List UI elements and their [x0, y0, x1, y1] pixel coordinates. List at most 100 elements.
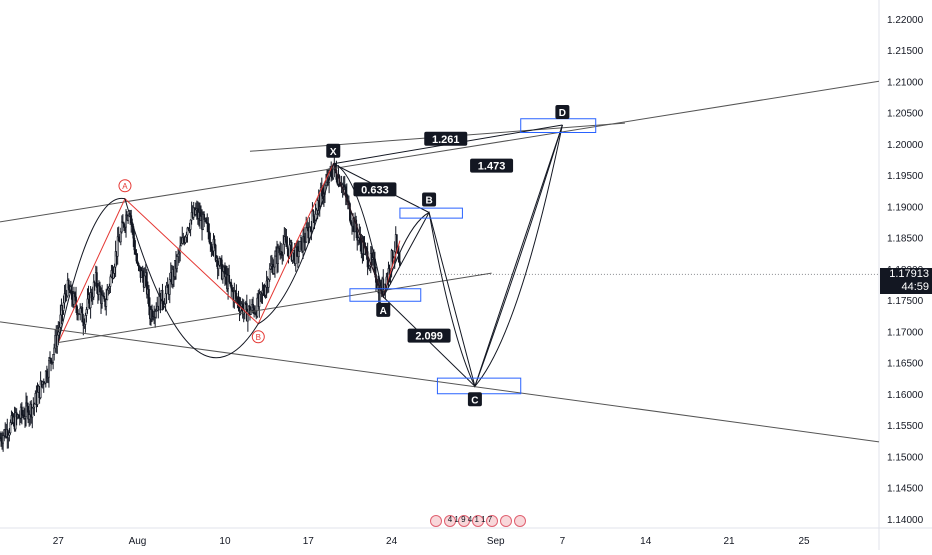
candle-body: [274, 255, 276, 268]
candle-body: [269, 265, 272, 270]
y-tick-label: 1.15000: [887, 452, 924, 463]
abcd-point-circle: [251, 330, 265, 344]
bar-countdown-label: 44:59: [880, 281, 932, 295]
candle-body: [92, 281, 95, 298]
candle-body: [59, 314, 62, 328]
candle-body: [366, 251, 369, 268]
candle-body: [137, 263, 140, 267]
candle-body: [395, 234, 398, 249]
candle-body: [208, 231, 211, 243]
y-tick-label: 1.20000: [887, 140, 924, 151]
candle-body: [228, 274, 231, 283]
candle-body: [179, 245, 182, 254]
candle-body: [357, 237, 360, 241]
abcd-point-circle: [118, 179, 132, 193]
candle-body: [267, 279, 270, 288]
candle-body: [285, 239, 288, 247]
candle-body: [36, 392, 39, 405]
candle-body: [79, 308, 82, 315]
y-tick-label: 1.17000: [887, 327, 924, 338]
candle-body: [268, 268, 271, 280]
candle-body: [133, 237, 136, 251]
candle-body: [391, 250, 394, 262]
candle-body: [189, 219, 192, 230]
candle-body: [166, 285, 169, 288]
swing-arc: [474, 124, 563, 387]
candle-body: [252, 304, 254, 309]
candle-body: [344, 186, 347, 195]
candle-body: [112, 273, 115, 279]
candle-body: [84, 315, 87, 325]
candle-body: [316, 200, 319, 211]
swing-arc: [258, 163, 334, 325]
candle-body: [185, 234, 188, 238]
candle-body: [8, 432, 11, 436]
candle-body: [262, 290, 265, 294]
candle-body: [280, 251, 283, 255]
x-tick-label: 10: [219, 536, 231, 547]
candle-body: [50, 358, 52, 362]
candle-body: [81, 307, 84, 323]
candle-body: [165, 285, 168, 295]
x-tick-label: Aug: [129, 536, 147, 547]
candle-body: [101, 294, 103, 304]
event-flag-icon[interactable]: [458, 515, 470, 527]
candle-body: [312, 210, 315, 217]
candle-body: [325, 181, 327, 186]
y-tick-label: 1.19000: [887, 202, 924, 213]
y-tick-label: 1.15500: [887, 421, 924, 432]
ratio-label-bg: [470, 158, 514, 173]
candle-body: [235, 292, 238, 299]
event-flag-icon[interactable]: [486, 515, 498, 527]
candle-body: [299, 241, 301, 252]
y-tick-label: 1.18500: [887, 234, 924, 245]
economic-events-strip[interactable]: 4 1 9 4 1 1 7: [430, 515, 526, 528]
candle-body: [184, 236, 187, 243]
swing-arc: [57, 197, 126, 343]
ratio-label: 1.261: [432, 134, 460, 146]
candle-body: [17, 414, 20, 419]
pattern-point-bg: [555, 105, 570, 119]
candle-body: [273, 266, 275, 274]
candle-body: [176, 256, 178, 269]
candle-body: [205, 218, 208, 223]
pattern-point-bg: [376, 302, 391, 317]
event-flag-icon[interactable]: [500, 515, 512, 527]
swing-arc: [382, 212, 430, 298]
pattern-point-label: A: [380, 306, 387, 317]
candles-group: [0, 157, 401, 452]
candle-body: [305, 227, 308, 243]
candle-body: [67, 279, 70, 289]
candle-body: [28, 414, 31, 420]
event-flag-icon[interactable]: [514, 515, 526, 527]
trend-line: [58, 272, 492, 343]
candle-body: [95, 272, 98, 288]
candle-body: [134, 249, 137, 255]
candle-body: [210, 244, 213, 251]
x-tick-label: 27: [53, 536, 65, 547]
candle-body: [298, 251, 300, 258]
y-tick-label: 1.21500: [887, 46, 924, 57]
pattern-point-label: C: [471, 395, 478, 406]
pattern-point-bg: [422, 192, 437, 207]
pattern-point-label: X: [330, 147, 337, 158]
ratio-label: 2.099: [415, 331, 443, 343]
x-tick-label: 14: [640, 536, 652, 547]
candle-body: [63, 293, 66, 304]
event-flag-icon[interactable]: [444, 515, 456, 527]
candle-body: [217, 264, 220, 269]
x-tick-label: Sep: [487, 536, 505, 547]
candle-body: [347, 200, 350, 204]
candle-body: [203, 214, 206, 220]
candle-body: [7, 434, 10, 439]
event-flag-icon[interactable]: [430, 515, 442, 527]
candle-body: [53, 347, 56, 355]
candle-body: [39, 380, 42, 398]
pattern-point-label: D: [559, 108, 566, 119]
event-flag-icon[interactable]: [472, 515, 484, 527]
candle-body: [103, 296, 106, 300]
candle-body: [113, 266, 116, 274]
ratio-label-bg: [424, 131, 468, 146]
